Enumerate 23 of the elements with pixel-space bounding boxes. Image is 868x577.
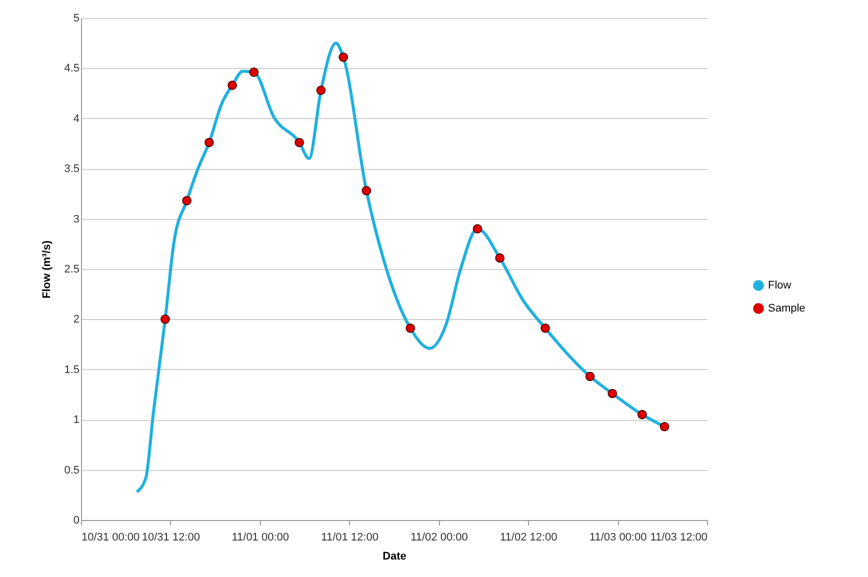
- y-tick-label: 5: [73, 12, 80, 24]
- x-axis-title: Date: [382, 550, 406, 562]
- x-tick-label: 11/01 00:00: [232, 532, 290, 544]
- y-axis-title: Flow (m³/s): [41, 240, 54, 299]
- y-tick-label: 0.5: [64, 464, 80, 476]
- x-tick-label: 10/31 00:00: [82, 532, 140, 544]
- x-tick-label: 11/03 12:00: [650, 532, 708, 544]
- x-tick-label: 10/31 12:00: [142, 532, 200, 544]
- y-tick-label: 4: [73, 112, 80, 125]
- y-tick-label: 3.5: [64, 163, 80, 176]
- y-tick-label: 4.5: [64, 62, 80, 75]
- x-tick-label: 11/03 00:00: [589, 532, 647, 544]
- y-tick-label: 2.5: [64, 264, 80, 276]
- y-tick-label: 1.5: [64, 364, 80, 376]
- y-tick-label: 2: [73, 314, 80, 326]
- y-tick-label: 3: [73, 213, 80, 226]
- x-tick-label: 11/02 12:00: [500, 532, 558, 544]
- y-tick-label: 1: [73, 414, 80, 426]
- x-tick-label: 11/02 00:00: [410, 532, 468, 544]
- legend-label: Flow: [768, 280, 792, 292]
- legend-label: Sample: [768, 302, 806, 314]
- y-tick-label: 0: [73, 514, 80, 526]
- x-tick-label: 11/01 12:00: [321, 532, 378, 544]
